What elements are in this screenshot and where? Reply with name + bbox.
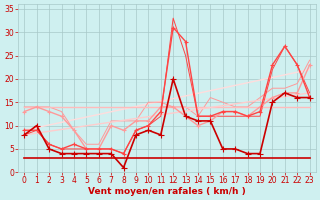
X-axis label: Vent moyen/en rafales ( km/h ): Vent moyen/en rafales ( km/h ): [88, 187, 246, 196]
